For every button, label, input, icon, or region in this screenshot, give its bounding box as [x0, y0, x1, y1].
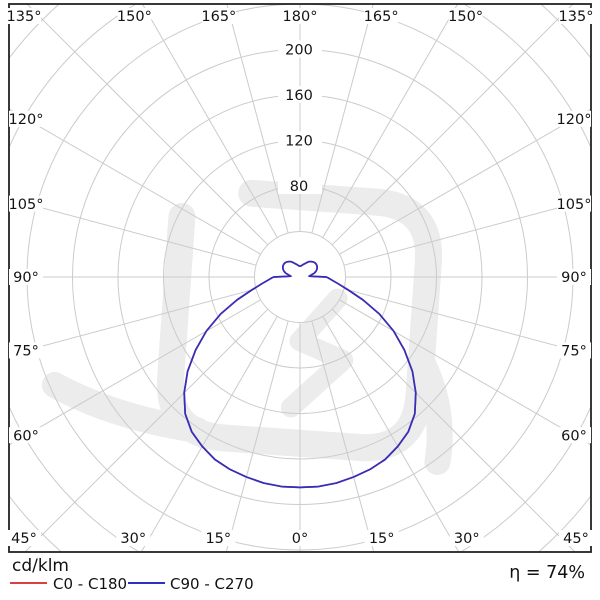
svg-text:60°: 60°	[13, 428, 39, 444]
svg-text:15°: 15°	[205, 531, 231, 547]
c90-c270-swatch	[128, 582, 165, 584]
svg-text:150°: 150°	[448, 9, 483, 25]
svg-text:200: 200	[285, 43, 313, 59]
svg-text:90°: 90°	[13, 270, 39, 286]
svg-text:75°: 75°	[561, 344, 587, 360]
c0-c180-label: C0 - C180	[53, 575, 128, 593]
svg-text:105°: 105°	[557, 197, 592, 213]
svg-text:30°: 30°	[454, 531, 480, 547]
c90-c270-label: C90 - C270	[170, 575, 254, 593]
c0-c180-swatch	[10, 582, 47, 584]
radial-axis-labels: 80 120 160 200	[278, 40, 322, 195]
svg-text:90°: 90°	[561, 270, 587, 286]
svg-text:120°: 120°	[557, 112, 592, 128]
svg-text:60°: 60°	[561, 428, 587, 444]
unit-label: cd/klm	[12, 556, 69, 576]
angle-labels: 135° 150° 165° 180° 165° 150° 135° 45° 30° 15° 0° 1…	[7, 8, 594, 547]
svg-text:180°: 180°	[283, 9, 318, 25]
svg-text:15°: 15°	[369, 531, 395, 547]
svg-text:120: 120	[285, 134, 313, 150]
svg-text:165°: 165°	[364, 9, 399, 25]
legend: C0 - C180 C90 - C270	[0, 574, 600, 596]
intensity-curves	[183, 260, 417, 489]
svg-text:165°: 165°	[201, 9, 236, 25]
svg-text:150°: 150°	[117, 9, 152, 25]
watermark-logo	[41, 179, 453, 475]
svg-text:160: 160	[285, 88, 313, 104]
svg-text:30°: 30°	[120, 531, 146, 547]
svg-text:80: 80	[290, 179, 308, 195]
svg-text:75°: 75°	[13, 344, 39, 360]
svg-text:135°: 135°	[7, 9, 42, 25]
svg-text:45°: 45°	[563, 531, 589, 547]
svg-text:105°: 105°	[9, 197, 44, 213]
svg-text:0°: 0°	[292, 531, 308, 547]
efficiency-label: η = 74%	[509, 563, 585, 583]
svg-text:120°: 120°	[9, 112, 44, 128]
svg-text:135°: 135°	[559, 9, 594, 25]
svg-text:45°: 45°	[11, 531, 37, 547]
